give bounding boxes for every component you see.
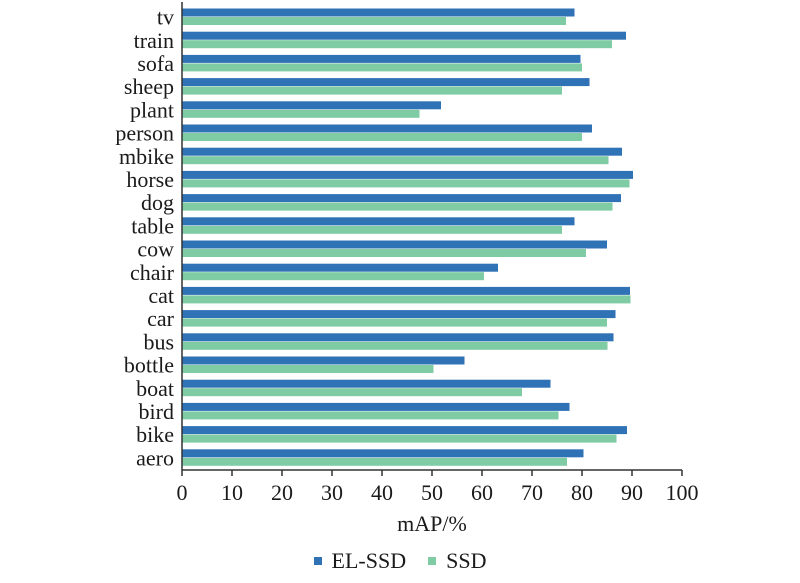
bar-chair-el-ssd (182, 263, 498, 272)
bar-aero-el-ssd (182, 449, 584, 458)
bar-bottle-ssd (182, 365, 434, 373)
category-label-sofa: sofa (137, 51, 174, 76)
bar-dog-el-ssd (182, 194, 621, 203)
bar-dog-ssd (182, 202, 613, 211)
category-label-train: train (134, 28, 174, 53)
legend-item-el-ssd: EL-SSD (313, 548, 407, 574)
bar-cat-ssd (182, 295, 631, 304)
category-label-bird: bird (139, 399, 174, 424)
bar-bus-ssd (182, 341, 608, 350)
x-tick-label-0: 0 (177, 480, 188, 505)
category-label-aero: aero (136, 445, 174, 470)
x-ticks: 0 10 20 30 40 50 60 70 80 90 100 (177, 470, 699, 505)
bar-car-ssd (182, 318, 607, 327)
category-label-bike: bike (136, 422, 174, 447)
bar-bike-ssd (182, 434, 617, 443)
bar-horse-el-ssd (182, 170, 633, 179)
legend-item-ssd: SSD (428, 548, 486, 574)
legend-label-ssd: SSD (446, 548, 487, 573)
bar-bird-ssd (182, 411, 559, 420)
bar-plant-el-ssd (182, 101, 441, 110)
bar-aero-ssd (182, 457, 567, 466)
category-label-bus: bus (143, 329, 174, 354)
category-label-plant: plant (130, 97, 174, 122)
bar-tv-ssd (182, 17, 566, 25)
bar-car-el-ssd (182, 310, 616, 319)
bar-bird-el-ssd (182, 402, 570, 411)
bar-bus-el-ssd (182, 333, 614, 342)
bar-mbike-ssd (182, 156, 609, 165)
bar-table-el-ssd (182, 217, 575, 226)
bar-sheep-el-ssd (182, 78, 590, 87)
bar-plant-ssd (182, 109, 420, 118)
bar-chair-ssd (182, 272, 484, 281)
bar-sofa-el-ssd (182, 54, 581, 63)
x-tick-label-20: 20 (271, 480, 293, 505)
category-label-sheep: sheep (124, 74, 174, 99)
bar-horse-ssd (182, 179, 630, 188)
bar-table-ssd (182, 225, 562, 234)
category-label-dog: dog (141, 190, 174, 215)
bar-cow-ssd (182, 249, 586, 257)
legend: EL-SSD SSD (0, 548, 800, 574)
bar-person-el-ssd (182, 124, 592, 133)
bar-boat-el-ssd (182, 379, 551, 388)
category-label-cow: cow (137, 237, 174, 262)
bar-cat-el-ssd (182, 286, 630, 295)
category-label-chair: chair (130, 260, 175, 285)
category-labels: tvtrainsofasheepplantpersonmbikehorsedog… (115, 5, 174, 471)
x-tick-label-70: 70 (521, 480, 543, 505)
category-label-cat: cat (148, 283, 174, 308)
category-label-horse: horse (126, 167, 174, 192)
bars-group (182, 8, 633, 466)
x-tick-label-80: 80 (571, 480, 593, 505)
x-tick-label-30: 30 (321, 480, 343, 505)
category-label-car: car (147, 306, 175, 331)
bar-cow-el-ssd (182, 240, 607, 249)
x-tick-label-60: 60 (471, 480, 493, 505)
bar-bottle-el-ssd (182, 356, 465, 365)
x-tick-label-90: 90 (621, 480, 643, 505)
legend-label-el-ssd: EL-SSD (331, 548, 407, 573)
category-label-bottle: bottle (124, 353, 174, 378)
legend-swatch-ssd (428, 557, 437, 565)
bar-train-ssd (182, 40, 612, 49)
x-tick-label-50: 50 (421, 480, 443, 505)
bar-person-ssd (182, 133, 582, 141)
category-label-tv: tv (157, 5, 174, 30)
bar-chart: tvtrainsofasheepplantpersonmbikehorsedog… (115, 2, 699, 536)
bar-sheep-ssd (182, 86, 562, 95)
x-tick-label-10: 10 (221, 480, 243, 505)
category-label-person: person (115, 121, 174, 146)
category-label-boat: boat (136, 376, 174, 401)
x-tick-label-100: 100 (666, 480, 699, 505)
category-label-table: table (131, 213, 174, 238)
legend-swatch-el-ssd (313, 557, 322, 565)
bar-bike-el-ssd (182, 426, 627, 435)
category-label-mbike: mbike (119, 144, 174, 169)
bar-sofa-ssd (182, 63, 582, 72)
bar-train-el-ssd (182, 31, 626, 40)
bar-mbike-el-ssd (182, 147, 622, 156)
bar-boat-ssd (182, 388, 522, 397)
x-axis-title: mAP/% (397, 511, 467, 536)
x-tick-label-40: 40 (371, 480, 393, 505)
bar-tv-el-ssd (182, 8, 575, 17)
